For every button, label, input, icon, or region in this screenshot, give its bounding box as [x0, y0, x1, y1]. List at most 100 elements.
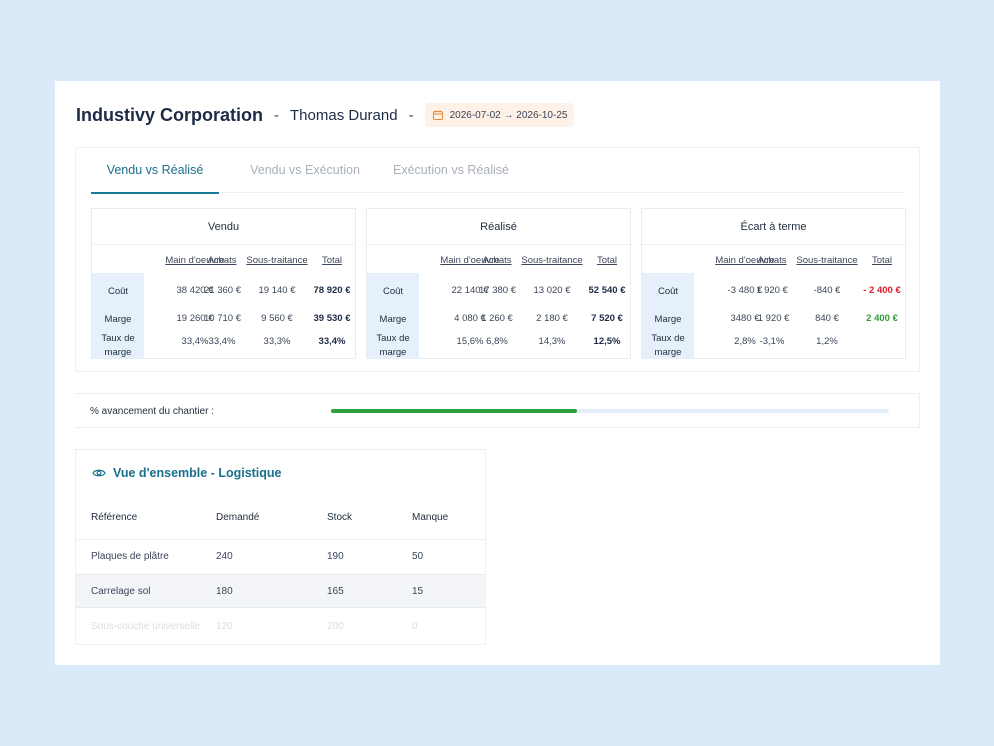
row-demande: 180 [216, 586, 233, 597]
row-reference: Sous-couche universelle [91, 621, 200, 632]
row-label-text: Taux de [376, 333, 410, 344]
main-card: Industivy Corporation - Thomas Durand - … [55, 81, 940, 665]
column-header-achats[interactable]: Achats [482, 255, 512, 266]
cell-taux-main-d-oeuvre: 2,8% [734, 336, 756, 347]
row-label-taux: Taux de marge [642, 332, 694, 360]
row-label-cout: Coût [92, 285, 144, 299]
table-grid: Main d'oeuvre Achats Sous-traitance Total Co… [367, 245, 630, 359]
row-stock: 165 [327, 586, 344, 597]
table-realise: Réalisé Main d'oeuvre Achats Sous-traitance… [366, 208, 631, 359]
cell-cout-total: 52 540 € [588, 285, 626, 296]
cell-marge-main-d-oeuvre: 4 080 € [454, 313, 486, 324]
column-header-total[interactable]: Total [321, 255, 343, 266]
column-header-achats[interactable]: Achats [757, 255, 787, 266]
row-label-marge: Marge [92, 313, 144, 327]
row-label-marge: Marge [642, 313, 694, 327]
progress-fill [331, 409, 577, 413]
cell-cout-total: 78 920 € [313, 285, 351, 296]
col-reference: Référence [91, 512, 138, 523]
row-label-cout: Coût [642, 285, 694, 299]
column-header-sous-traitance[interactable]: Sous-traitance [521, 255, 583, 266]
cell-cout-sous-traitance: 13 020 € [533, 285, 571, 296]
date-range-picker[interactable]: 2026-07-02 → 2026-10-25 [424, 103, 575, 127]
cell-marge-main-d-oeuvre: 19 260 € [176, 313, 214, 324]
row-stock: 190 [327, 551, 344, 562]
row-manque: 0 [412, 621, 418, 632]
cell-cout-achats: 17 380 € [479, 285, 516, 296]
cell-taux-total: 33,4% [318, 336, 346, 347]
cell-marge-sous-traitance: 840 € [815, 313, 839, 324]
eye-icon [92, 469, 106, 477]
logistics-title: Vue d'ensemble - Logistique [92, 466, 282, 480]
column-header-total[interactable]: Total [596, 255, 618, 266]
row-label-text: Taux de [651, 333, 685, 344]
table-row: Plaques de plâtre 240 190 50 [76, 539, 486, 573]
cell-cout-main-d-oeuvre: -3 480 € [727, 285, 763, 296]
row-label-text: marge [654, 347, 682, 358]
comparison-panel: Vendu vs Réalisé Vendu vs Exécution Exéc… [75, 147, 920, 372]
tab-bar: Vendu vs Réalisé Vendu vs Exécution Exéc… [91, 148, 904, 194]
cell-taux-main-d-oeuvre: 33,4% [181, 336, 209, 347]
row-label-text: Marge [379, 314, 407, 325]
company-name: Industivy Corporation [76, 104, 264, 125]
table-grid: Main d'oeuvre Achats Sous-traitance Total Co… [642, 245, 905, 359]
calendar-icon [432, 110, 443, 120]
cell-taux-achats: 6,8% [486, 336, 508, 347]
row-label-taux: Taux de marge [367, 332, 419, 360]
row-label-text: Coût [657, 286, 679, 297]
cell-taux-sous-traitance: 33,3% [263, 336, 291, 347]
cell-cout-main-d-oeuvre: 38 420 € [176, 285, 214, 296]
row-label-cout: Coût [367, 285, 419, 299]
row-demande: 120 [216, 621, 233, 632]
table-grid: Main d'oeuvre Achats Sous-traitance Total Co… [92, 245, 355, 359]
table-title: Vendu [92, 209, 355, 245]
column-header-main-d-oeuvre[interactable]: Main d'oeuvre [165, 255, 225, 266]
cell-marge-sous-traitance: 9 560 € [261, 313, 293, 324]
cell-cout-main-d-oeuvre: 22 140 € [451, 285, 489, 296]
column-header-sous-traitance[interactable]: Sous-traitance [796, 255, 858, 266]
column-header-sous-traitance[interactable]: Sous-traitance [246, 255, 308, 266]
row-label-text: Taux de [101, 333, 135, 344]
tab-vendu-vs-realise[interactable]: Vendu vs Réalisé [91, 148, 219, 194]
cell-taux-sous-traitance: 1,2% [816, 336, 838, 347]
cell-taux-total: 12,5% [593, 336, 621, 347]
cell-marge-achats: 10 710 € [204, 313, 241, 324]
table-vendu: Vendu Main d'oeuvre Achats Sous-traitance To… [91, 208, 356, 359]
date-range-text: 2026-07-02 → 2026-10-25 [449, 109, 568, 121]
cell-marge-total: 39 530 € [313, 313, 351, 324]
cell-taux-achats: -3,1% [759, 336, 785, 347]
table-title: Écart à terme [642, 209, 905, 245]
cell-taux-achats: 33,4% [208, 336, 236, 347]
cell-taux-main-d-oeuvre: 15,6% [456, 336, 484, 347]
row-label-text: Marge [104, 314, 132, 325]
header-separator-2: - [408, 106, 414, 124]
row-label-text: marge [379, 347, 407, 358]
progress-section: % avancement du chantier : [75, 393, 920, 428]
cell-marge-achats: -1 920 € [754, 313, 790, 324]
cell-marge-total: 2 400 € [866, 313, 898, 324]
table-ecart-a-terme: Écart à terme Main d'oeuvre Achats Sous-tra… [641, 208, 906, 359]
column-header-main-d-oeuvre[interactable]: Main d'oeuvre [440, 255, 500, 266]
row-reference: Plaques de plâtre [91, 551, 169, 562]
logistics-panel: Vue d'ensemble - Logistique Référence De… [75, 449, 486, 645]
row-label-text: Coût [107, 286, 129, 297]
tab-execution-vs-realise[interactable]: Exécution vs Réalisé [392, 163, 510, 177]
person-name: Thomas Durand [290, 106, 398, 124]
col-stock: Stock [327, 512, 353, 523]
tab-vendu-vs-execution[interactable]: Vendu vs Exécution [250, 163, 360, 177]
row-label-band [367, 273, 419, 359]
col-manque: Manque [412, 512, 449, 523]
col-demande: Demandé [216, 512, 260, 523]
row-reference: Carrelage sol [91, 586, 151, 597]
table-title: Réalisé [367, 209, 630, 245]
column-header-main-d-oeuvre[interactable]: Main d'oeuvre [715, 255, 775, 266]
progress-label: % avancement du chantier : [90, 406, 214, 417]
column-header-total[interactable]: Total [871, 255, 893, 266]
row-label-band [92, 273, 144, 359]
progress-track [331, 409, 889, 413]
row-label-text: marge [104, 347, 132, 358]
cell-marge-sous-traitance: 2 180 € [536, 313, 568, 324]
row-manque: 15 [412, 586, 424, 597]
cell-cout-sous-traitance: -840 € [813, 285, 841, 296]
column-header-achats[interactable]: Achats [207, 255, 237, 266]
